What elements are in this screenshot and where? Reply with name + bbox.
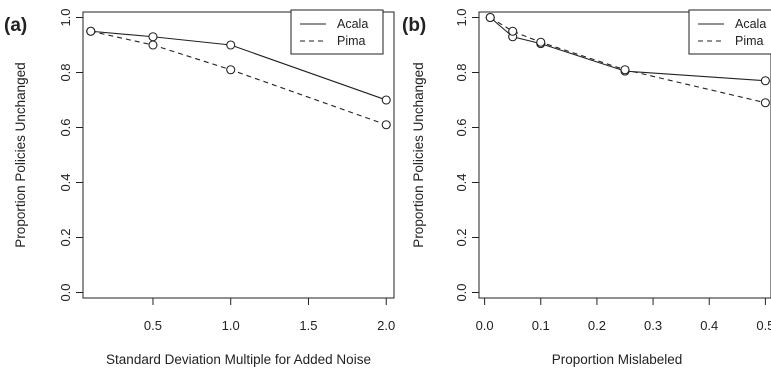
panel-a-ytick-label: 1.0	[58, 8, 73, 26]
panel-a-letter: (a)	[4, 15, 27, 36]
panel-a-xtick-label: 1.5	[299, 318, 317, 333]
panel-b-xtick-label: 0.3	[644, 318, 662, 333]
panel-b-point-acala	[760, 76, 770, 86]
panel-a: (a) 0.0 0.2 0.4 0.6 0.8 1.0 0.5 1.0 1.5 2.0 Proport…	[4, 8, 395, 367]
panel-b-xtick-label: 0.2	[588, 318, 606, 333]
panel-b-ytick-label: 0.0	[454, 283, 469, 301]
panel-b-ytick-label: 0.6	[454, 118, 469, 136]
panel-a-legend: Acala Pima	[290, 9, 384, 55]
panel-b-ytick-label: 0.8	[454, 63, 469, 81]
panel-b-legend: Acala Pima	[688, 9, 771, 55]
panel-a-xtick-label: 0.5	[144, 318, 162, 333]
panel-a-point-pima	[226, 65, 236, 75]
panel-a-ytick-label: 0.8	[58, 63, 73, 81]
panel-b-xtick-label: 0.0	[476, 318, 494, 333]
panel-a-plot-frame	[82, 11, 395, 299]
panel-b-point-pima	[620, 65, 630, 75]
panel-b-legend-box	[688, 9, 771, 55]
panel-b-ytick-label: 0.4	[454, 173, 469, 191]
panel-b-point-pima	[536, 37, 546, 47]
panel-b-xtick-label: 0.5	[756, 318, 771, 333]
panel-a-ytick-label: 0.4	[58, 173, 73, 191]
panel-a-point-acala	[381, 95, 391, 105]
panel-a-point-pima	[381, 120, 391, 130]
panel-a-legend-label-pima: Pima	[337, 34, 366, 48]
panel-a-xtick-label: 2.0	[377, 318, 395, 333]
panel-b-ytick-label: 1.0	[454, 8, 469, 26]
panel-a-xlabel: Standard Deviation Multiple for Added No…	[106, 352, 371, 367]
panel-b: (b) 0.0 0.2 0.4 0.6 0.8 1.0 0.0 0.1 0.2 0.3 0.4 0.5 P…	[402, 8, 771, 367]
panel-b-xtick-label: 0.1	[532, 318, 550, 333]
panel-a-series-pima-line	[90, 30, 387, 126]
panel-b-point-pima	[508, 26, 518, 36]
panel-a-point-acala	[148, 32, 158, 42]
panel-b-point-pima	[760, 98, 770, 108]
panel-a-legend-label-acala: Acala	[337, 17, 368, 31]
panel-a-ylabel: Proportion Policies Unchanged	[13, 62, 28, 247]
panel-b-ytick-label: 0.2	[454, 228, 469, 246]
panel-b-legend-label-pima: Pima	[735, 34, 764, 48]
panel-b-xlabel: Proportion Mislabeled	[552, 352, 683, 367]
panel-b-point-pima	[485, 12, 495, 23]
panel-a-point-acala	[226, 40, 236, 50]
panel-a-series-acala-line	[90, 30, 387, 101]
panel-a-point-pima	[86, 26, 96, 36]
panel-a-ytick-label: 0.6	[58, 118, 73, 136]
panel-b-letter: (b)	[402, 15, 426, 36]
panel-a-point-pima	[148, 40, 158, 50]
panel-b-plot-frame	[478, 11, 771, 299]
panel-b-legend-label-acala: Acala	[735, 17, 766, 31]
panel-a-ytick-label: 0.2	[58, 228, 73, 246]
panel-a-xtick-label: 1.0	[222, 318, 240, 333]
panel-a-ytick-label: 0.0	[58, 283, 73, 301]
panel-b-xtick-label: 0.4	[700, 318, 718, 333]
panel-a-legend-box	[290, 9, 384, 55]
panel-b-ylabel: Proportion Policies Unchanged	[411, 62, 426, 247]
